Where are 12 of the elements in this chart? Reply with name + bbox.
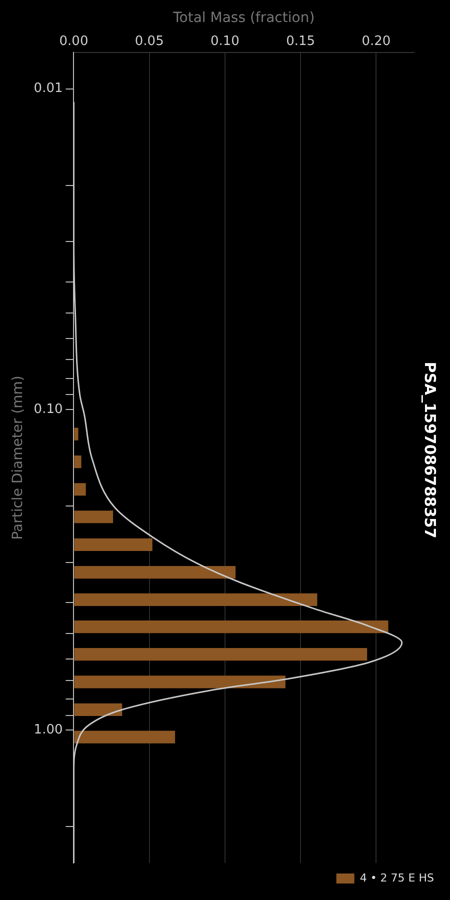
x-tick-label: 0.15 [286, 34, 316, 49]
y-tick-label: 1.00 [34, 722, 63, 738]
text: PSA_1597086788357 [421, 362, 440, 538]
y-axis-title: Particle Diameter (mm) [10, 376, 26, 540]
y-tick-label: 0.01 [34, 81, 63, 96]
x-tick-label: 0.20 [362, 34, 391, 49]
x-tick-label: 0.10 [210, 34, 240, 49]
y-tick-label: 0.10 [34, 402, 63, 417]
legend-label: 4 • 2 75 E HS [360, 871, 434, 884]
x-tick-label: 0.05 [134, 34, 164, 49]
x-tick-label: 0.00 [59, 34, 88, 49]
x-axis-title: Total Mass (fraction) [172, 10, 315, 26]
